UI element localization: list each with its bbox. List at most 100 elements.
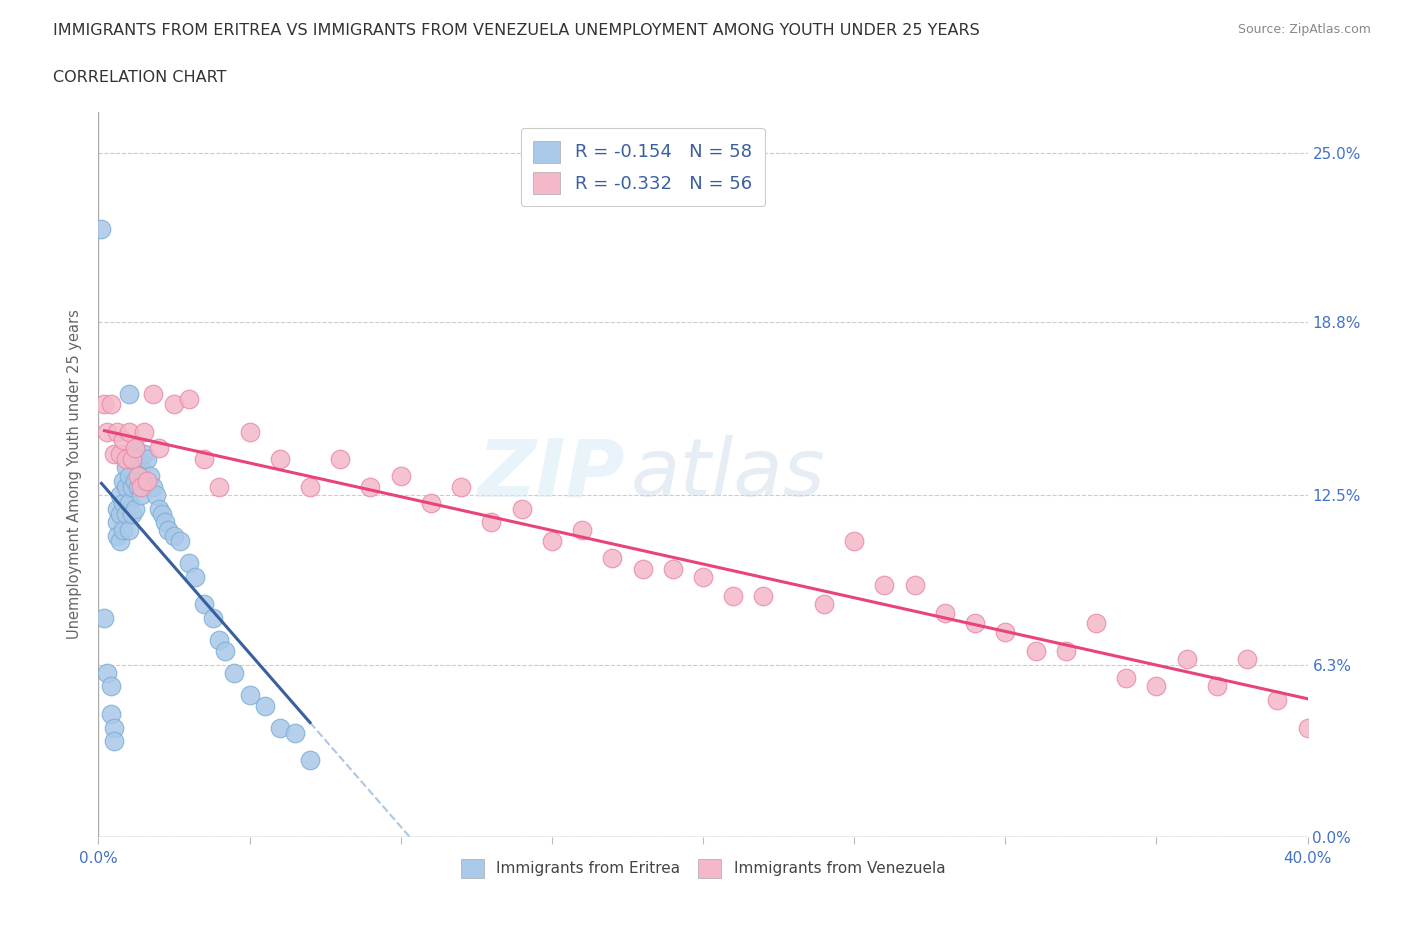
- Point: [813, 597, 835, 612]
- Point: [105, 501, 128, 516]
- Point: [224, 665, 246, 680]
- Point: [148, 501, 170, 516]
- Point: [135, 473, 157, 488]
- Point: [127, 452, 149, 467]
- Point: [114, 452, 136, 467]
- Point: [100, 707, 122, 722]
- Point: [121, 479, 143, 494]
- Point: [179, 392, 201, 406]
- Point: [904, 578, 927, 592]
- Point: [121, 507, 143, 522]
- Point: [100, 397, 122, 412]
- Point: [103, 446, 125, 461]
- Point: [135, 452, 157, 467]
- Point: [193, 597, 215, 612]
- Point: [124, 501, 146, 516]
- Point: [129, 487, 152, 502]
- Point: [389, 468, 412, 483]
- Point: [965, 616, 987, 631]
- Point: [132, 446, 155, 461]
- Point: [96, 665, 118, 680]
- Point: [105, 515, 128, 530]
- Point: [163, 397, 186, 412]
- Point: [142, 479, 165, 494]
- Point: [214, 644, 236, 658]
- Point: [124, 441, 146, 456]
- Point: [108, 446, 131, 461]
- Point: [631, 562, 654, 577]
- Y-axis label: Unemployment Among Youth under 25 years: Unemployment Among Youth under 25 years: [67, 310, 83, 639]
- Point: [150, 507, 173, 522]
- Point: [111, 432, 134, 447]
- Point: [208, 632, 231, 647]
- Point: [118, 496, 141, 511]
- Point: [93, 397, 115, 412]
- Point: [114, 460, 136, 475]
- Text: atlas: atlas: [630, 435, 825, 513]
- Point: [111, 523, 134, 538]
- Point: [132, 424, 155, 439]
- Point: [103, 720, 125, 735]
- Point: [1267, 693, 1289, 708]
- Point: [481, 515, 503, 530]
- Point: [420, 496, 443, 511]
- Point: [129, 460, 152, 475]
- Point: [118, 424, 141, 439]
- Point: [118, 523, 141, 538]
- Point: [692, 569, 714, 584]
- Text: Source: ZipAtlas.com: Source: ZipAtlas.com: [1237, 23, 1371, 36]
- Point: [124, 441, 146, 456]
- Point: [661, 562, 683, 577]
- Point: [100, 679, 122, 694]
- Point: [118, 386, 141, 401]
- Point: [105, 424, 128, 439]
- Point: [148, 441, 170, 456]
- Point: [202, 611, 225, 626]
- Point: [132, 473, 155, 488]
- Point: [360, 479, 382, 494]
- Point: [179, 556, 201, 571]
- Point: [269, 720, 291, 735]
- Point: [121, 452, 143, 467]
- Point: [111, 496, 134, 511]
- Point: [105, 528, 128, 543]
- Point: [239, 687, 262, 702]
- Point: [124, 473, 146, 488]
- Point: [571, 523, 593, 538]
- Point: [1054, 644, 1077, 658]
- Point: [269, 452, 291, 467]
- Point: [844, 534, 866, 549]
- Point: [602, 551, 624, 565]
- Point: [299, 753, 322, 768]
- Point: [540, 534, 562, 549]
- Point: [299, 479, 322, 494]
- Point: [1206, 679, 1229, 694]
- Point: [934, 605, 956, 620]
- Text: IMMIGRANTS FROM ERITREA VS IMMIGRANTS FROM VENEZUELA UNEMPLOYMENT AMONG YOUTH UN: IMMIGRANTS FROM ERITREA VS IMMIGRANTS FR…: [53, 23, 980, 38]
- Point: [994, 624, 1017, 639]
- Point: [1175, 652, 1198, 667]
- Point: [114, 479, 136, 494]
- Point: [114, 507, 136, 522]
- Point: [103, 734, 125, 749]
- Point: [108, 507, 131, 522]
- Point: [193, 452, 215, 467]
- Point: [169, 534, 191, 549]
- Point: [163, 528, 186, 543]
- Point: [142, 386, 165, 401]
- Point: [145, 487, 167, 502]
- Point: [1115, 671, 1137, 685]
- Point: [208, 479, 231, 494]
- Point: [184, 569, 207, 584]
- Point: [510, 501, 533, 516]
- Point: [153, 515, 176, 530]
- Point: [108, 487, 131, 502]
- Point: [118, 468, 141, 483]
- Point: [1296, 720, 1319, 735]
- Text: ZIP: ZIP: [477, 435, 624, 513]
- Point: [752, 589, 775, 604]
- Legend: Immigrants from Eritrea, Immigrants from Venezuela: Immigrants from Eritrea, Immigrants from…: [454, 853, 952, 884]
- Point: [96, 424, 118, 439]
- Point: [723, 589, 745, 604]
- Point: [118, 446, 141, 461]
